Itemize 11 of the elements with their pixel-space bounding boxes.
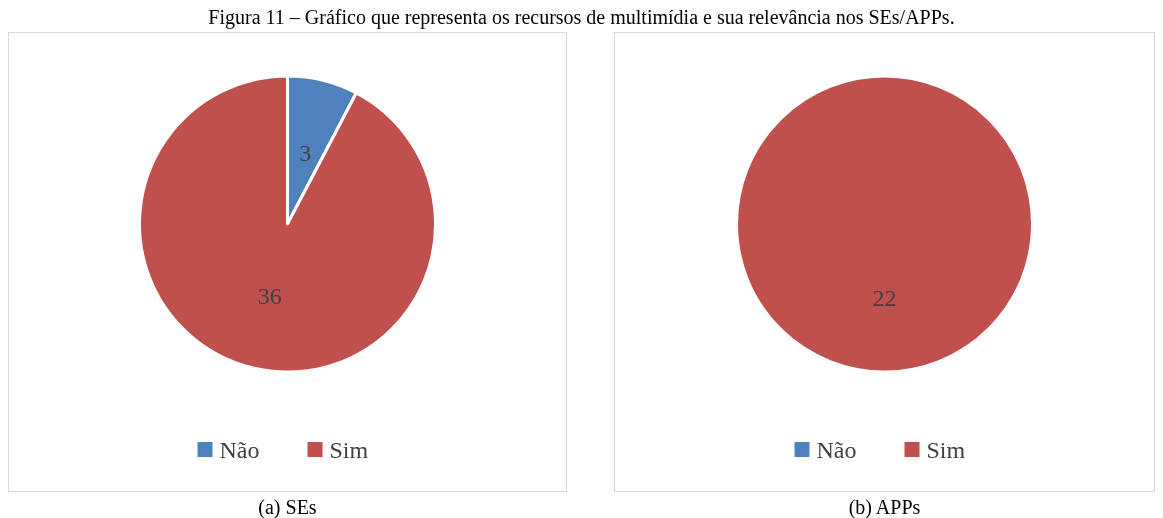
text: (a) SEs	[258, 496, 317, 518]
text: Figura 11 – Gráfico que representa os recursos de multimídia e sua relevância nos SEs/APPs.	[208, 6, 955, 29]
legend-label: Não	[219, 437, 260, 464]
text: (b) APPs	[848, 496, 921, 518]
data-label: 36	[257, 283, 282, 310]
data-label: 22	[872, 285, 897, 312]
legend-label: Sim	[329, 437, 369, 464]
legend-label: Não	[816, 437, 857, 464]
data-label: 3	[299, 139, 312, 166]
pie-slice	[138, 74, 437, 374]
legend-label: Sim	[926, 437, 966, 464]
